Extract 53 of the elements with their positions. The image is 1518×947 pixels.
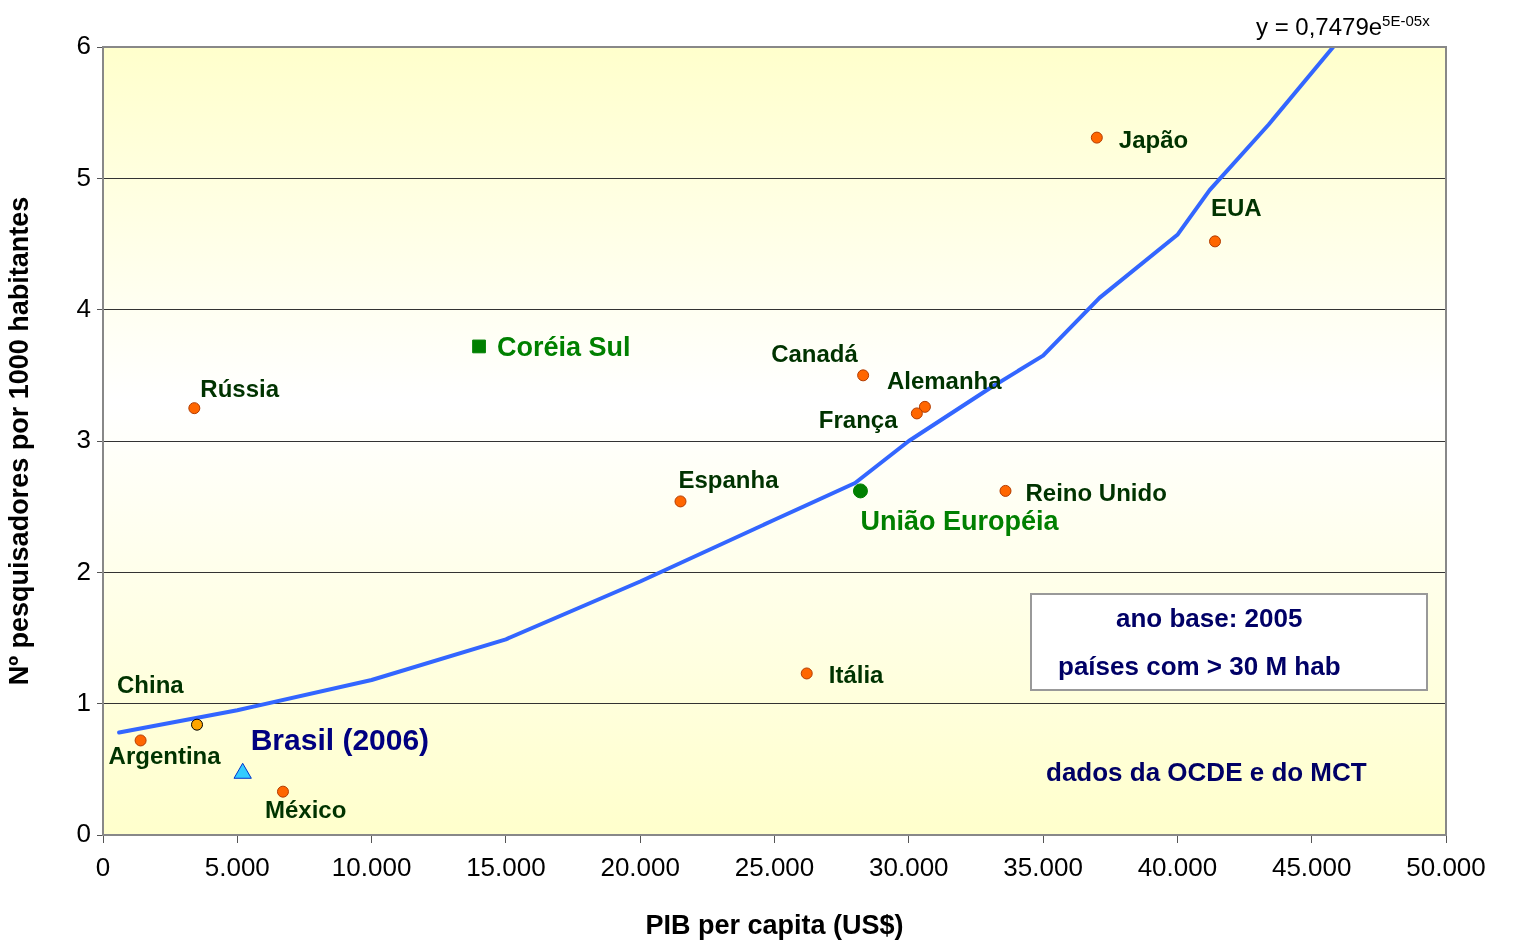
point: [1209, 235, 1221, 248]
x-tick-label: 45.000: [1271, 851, 1352, 882]
y-axis-title: Nº pesquisadores por 1000 habitantes: [3, 196, 34, 686]
series-label: Brasil (2006): [250, 722, 430, 756]
series-label: Coréia Sul: [497, 331, 631, 362]
y-tick-label: 2: [76, 555, 91, 586]
x-tick-label: 25.000: [734, 851, 815, 882]
series-label: EUA: [1211, 194, 1262, 221]
annotation: países com > 30 M hab: [1058, 651, 1341, 682]
y-tick-label: 1: [76, 686, 91, 717]
series-label: Canadá: [771, 339, 859, 367]
x-tick-label: 15.000: [466, 851, 546, 882]
x-tick-label: 5.000: [204, 851, 270, 882]
series-label: Japão: [1118, 126, 1189, 154]
point: [134, 734, 147, 747]
series-label: Espanha: [678, 466, 780, 494]
text: y = 0,7479e$^{5E-05x}$: [1256, 12, 1430, 41]
annotation: dados da OCDE e do MCT: [1046, 757, 1367, 788]
x-tick-label: 30.000: [869, 851, 949, 882]
series-label: México: [264, 796, 347, 824]
point: [800, 667, 813, 680]
series-label: Rússia: [200, 374, 280, 402]
point: [918, 400, 931, 413]
y-tick-label: 0: [76, 818, 91, 849]
series-label: Itália: [828, 661, 885, 689]
series-label: Alemanha: [886, 367, 1003, 395]
x-tick-label: 0: [95, 851, 111, 882]
point: [999, 484, 1012, 497]
y-tick-label: 3: [76, 424, 91, 455]
x-axis-title: PIB per capita (US$): [645, 910, 904, 941]
series-label: Reino Unido: [1025, 478, 1167, 506]
x-tick-label: 20.000: [600, 851, 680, 882]
y-tick-label: 4: [76, 292, 91, 323]
x-tick-label: 35.000: [1003, 851, 1083, 882]
x-tick-label: 50.000: [1406, 851, 1486, 882]
point: [857, 369, 870, 382]
series-label: França: [818, 406, 899, 434]
series-label: China: [117, 671, 185, 699]
point: [1090, 131, 1103, 144]
point: [910, 407, 923, 420]
point: [188, 402, 201, 415]
x-tick-label: 40.000: [1137, 851, 1218, 882]
point: [674, 495, 687, 508]
y-tick-label: 5: [76, 161, 91, 192]
point: [852, 483, 868, 499]
series-label: União Européia: [860, 506, 1060, 537]
point: [472, 339, 486, 354]
point: [191, 718, 204, 731]
x-tick-label: 10.000: [331, 851, 412, 882]
point: [276, 785, 289, 798]
series-label: Argentina: [108, 742, 222, 770]
annotation: ano base: 2005: [1116, 603, 1303, 634]
y-tick-label: 6: [76, 30, 91, 61]
